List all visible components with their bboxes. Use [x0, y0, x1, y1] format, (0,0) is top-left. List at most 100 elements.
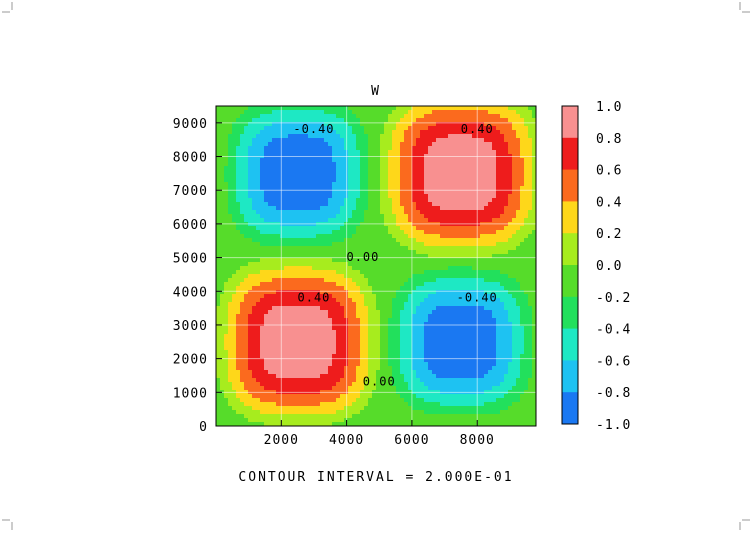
- field-cell: [320, 270, 325, 275]
- field-cell: [340, 218, 345, 223]
- field-cell: [460, 242, 465, 247]
- field-cell: [296, 134, 301, 139]
- field-cell: [532, 214, 537, 219]
- field-cell: [404, 306, 409, 311]
- field-cell: [324, 334, 329, 339]
- field-cell: [408, 258, 413, 263]
- field-cell: [368, 290, 373, 295]
- field-cell: [424, 150, 429, 155]
- field-cell: [332, 330, 337, 335]
- field-cell: [228, 230, 233, 235]
- field-cell: [412, 246, 417, 251]
- field-cell: [236, 214, 241, 219]
- field-cell: [412, 306, 417, 311]
- field-cell: [268, 106, 273, 111]
- field-cell: [476, 258, 481, 263]
- field-cell: [420, 282, 425, 287]
- field-cell: [256, 146, 261, 151]
- field-cell: [292, 166, 297, 171]
- field-cell: [328, 202, 333, 207]
- field-cell: [272, 254, 277, 259]
- field-cell: [224, 226, 229, 231]
- field-cell: [508, 326, 513, 331]
- field-cell: [456, 150, 461, 155]
- field-cell: [448, 134, 453, 139]
- field-cell: [412, 234, 417, 239]
- field-cell: [392, 342, 397, 347]
- field-cell: [448, 122, 453, 127]
- field-cell: [476, 306, 481, 311]
- field-cell: [416, 114, 421, 119]
- field-cell: [248, 262, 253, 267]
- field-cell: [384, 330, 389, 335]
- field-cell: [360, 142, 365, 147]
- field-cell: [392, 158, 397, 163]
- field-cell: [312, 126, 317, 131]
- field-cell: [516, 318, 521, 323]
- field-cell: [356, 218, 361, 223]
- field-cell: [232, 306, 237, 311]
- field-cell: [508, 226, 513, 231]
- field-cell: [348, 334, 353, 339]
- field-cell: [452, 206, 457, 211]
- field-cell: [268, 230, 273, 235]
- field-cell: [424, 146, 429, 151]
- field-cell: [444, 346, 449, 351]
- field-cell: [488, 138, 493, 143]
- field-cell: [420, 350, 425, 355]
- field-cell: [324, 250, 329, 255]
- field-cell: [312, 218, 317, 223]
- field-cell: [356, 158, 361, 163]
- field-cell: [412, 278, 417, 283]
- field-cell: [256, 226, 261, 231]
- field-cell: [252, 274, 257, 279]
- field-cell: [292, 182, 297, 187]
- field-cell: [484, 330, 489, 335]
- field-cell: [356, 186, 361, 191]
- field-cell: [216, 242, 221, 247]
- field-cell: [260, 342, 265, 347]
- field-cell: [404, 158, 409, 163]
- field-cell: [476, 274, 481, 279]
- field-cell: [448, 202, 453, 207]
- field-cell: [372, 330, 377, 335]
- field-cell: [284, 114, 289, 119]
- field-cell: [332, 186, 337, 191]
- field-cell: [448, 290, 453, 295]
- field-cell: [292, 246, 297, 251]
- field-cell: [312, 158, 317, 163]
- field-cell: [248, 314, 253, 319]
- field-cell: [224, 210, 229, 215]
- field-cell: [380, 190, 385, 195]
- field-cell: [380, 114, 385, 119]
- field-cell: [520, 138, 525, 143]
- field-cell: [220, 346, 225, 351]
- field-cell: [248, 194, 253, 199]
- field-cell: [460, 238, 465, 243]
- field-cell: [504, 318, 509, 323]
- field-cell: [472, 230, 477, 235]
- field-cell: [528, 314, 533, 319]
- field-cell: [440, 110, 445, 115]
- field-cell: [272, 278, 277, 283]
- field-cell: [236, 334, 241, 339]
- field-cell: [456, 298, 461, 303]
- field-cell: [524, 126, 529, 131]
- field-cell: [300, 278, 305, 283]
- field-cell: [304, 266, 309, 271]
- field-cell: [256, 334, 261, 339]
- field-cell: [292, 106, 297, 111]
- field-cell: [480, 262, 485, 267]
- field-cell: [388, 262, 393, 267]
- field-cell: [260, 266, 265, 271]
- field-cell: [248, 134, 253, 139]
- field-cell: [352, 182, 357, 187]
- field-cell: [216, 130, 221, 135]
- field-cell: [528, 122, 533, 127]
- field-cell: [388, 278, 393, 283]
- field-cell: [340, 322, 345, 327]
- field-cell: [372, 346, 377, 351]
- field-cell: [252, 286, 257, 291]
- field-cell: [320, 122, 325, 127]
- field-cell: [508, 282, 513, 287]
